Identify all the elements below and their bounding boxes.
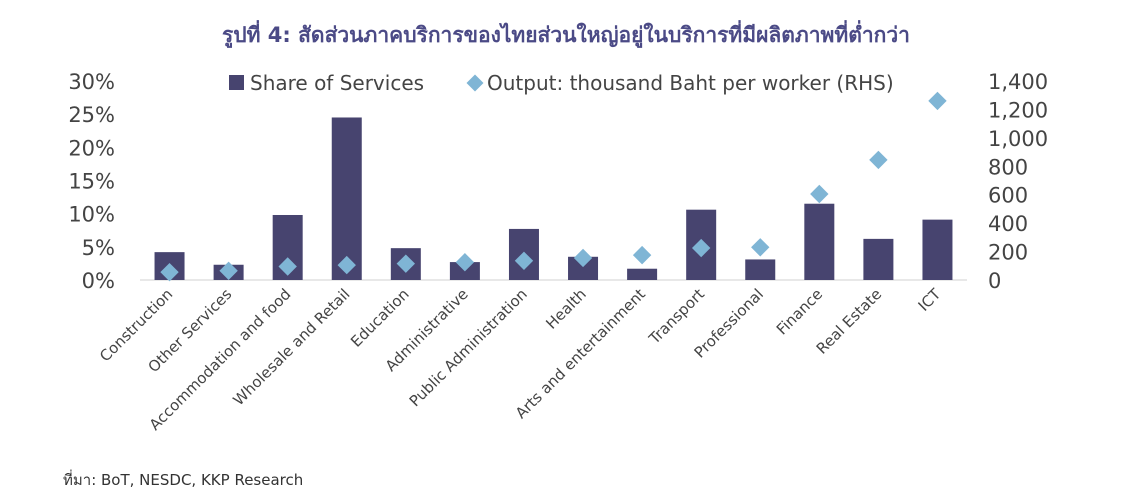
marker-construction [160, 262, 179, 282]
right-tick-label: 1,000 [988, 127, 1048, 151]
bar-finance [804, 203, 835, 280]
bar-real-estate [863, 238, 894, 280]
category-label-health: Health [542, 285, 590, 333]
category-label-finance: Finance [773, 285, 826, 338]
left-tick-label: 20% [68, 136, 115, 160]
legend-diamond-swatch [466, 74, 484, 92]
marker-public-administration [514, 251, 534, 271]
right-tick-label: 600 [988, 184, 1028, 208]
right-axis: 0 200 400 600 800 1,000 1,200 1,400 [988, 70, 1048, 293]
left-tick-label: 30% [68, 70, 115, 94]
bar-professional [745, 259, 776, 280]
marker-real-estate [869, 150, 888, 170]
marker-administrative [455, 253, 475, 272]
left-tick-label: 15% [68, 170, 115, 194]
bar-arts-and-entertainment [627, 268, 658, 280]
left-tick-label: 0% [82, 269, 115, 293]
right-tick-label: 0 [988, 269, 1001, 293]
marker-wholesale-and-retail [337, 255, 356, 275]
category-label-ict: ICT [915, 285, 945, 315]
right-tick-label: 400 [988, 212, 1028, 236]
category-label-wholesale-and-retail: Wholesale and Retail [230, 285, 354, 409]
bar-health [568, 256, 599, 280]
source-note: ที่มา: BoT, NESDC, KKP Research [63, 469, 303, 487]
bar-wholesale-and-retail [331, 117, 362, 280]
marker-ict [928, 91, 947, 111]
legend-label-output-per-worker: Output: thousand Baht per worker (RHS) [487, 71, 894, 95]
marker-other-services [219, 261, 238, 280]
category-label-transport: Transport [645, 285, 708, 348]
marker-professional [751, 238, 770, 257]
marker-arts-and-entertainment [632, 245, 652, 265]
bar-series [154, 117, 953, 280]
legend: Share of Services Output: thousand Baht … [229, 71, 894, 95]
marker-transport [691, 238, 711, 258]
legend-label-share-of-services: Share of Services [250, 71, 424, 95]
marker-finance [810, 184, 829, 204]
legend-bar-swatch [229, 75, 244, 90]
left-tick-label: 25% [68, 103, 115, 127]
marker-accommodation-and-food [278, 257, 297, 276]
marker-series [160, 91, 947, 282]
chart-title: รูปที่ 4: สัดส่วนภาคบริการของไทยส่วนใหญ่… [222, 19, 910, 49]
right-tick-label: 800 [988, 155, 1028, 179]
marker-health [573, 248, 593, 268]
category-label-public-administration: Public Administration [406, 285, 531, 410]
right-tick-label: 1,200 [988, 98, 1048, 122]
right-tick-label: 200 [988, 241, 1028, 265]
left-tick-label: 10% [68, 203, 115, 227]
right-tick-label: 1,400 [988, 70, 1048, 94]
left-tick-label: 5% [82, 236, 115, 260]
left-axis: 0% 5% 10% 15% 20% 25% 30% [68, 70, 115, 293]
marker-education [396, 254, 416, 273]
bar-ict [922, 219, 953, 280]
